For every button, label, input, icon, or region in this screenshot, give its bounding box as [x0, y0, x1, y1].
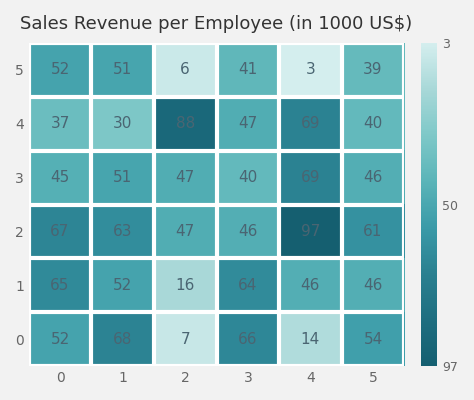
Text: 46: 46 — [301, 278, 320, 293]
Text: 41: 41 — [238, 62, 257, 77]
Text: 54: 54 — [364, 332, 383, 347]
Text: 52: 52 — [113, 278, 132, 293]
Text: 40: 40 — [364, 116, 383, 131]
Text: 47: 47 — [175, 170, 195, 185]
Text: 16: 16 — [175, 278, 195, 293]
Text: 69: 69 — [301, 116, 320, 131]
Text: 51: 51 — [113, 170, 132, 185]
Text: 47: 47 — [175, 224, 195, 239]
Text: 45: 45 — [50, 170, 70, 185]
Text: 52: 52 — [50, 62, 70, 77]
Text: 66: 66 — [238, 332, 257, 347]
Text: 64: 64 — [238, 278, 257, 293]
Text: 6: 6 — [180, 62, 190, 77]
Text: 61: 61 — [363, 224, 383, 239]
Text: 52: 52 — [50, 332, 70, 347]
Text: 51: 51 — [113, 62, 132, 77]
Text: 37: 37 — [50, 116, 70, 131]
Text: 97: 97 — [301, 224, 320, 239]
Text: 46: 46 — [238, 224, 257, 239]
Text: 69: 69 — [301, 170, 320, 185]
Text: 65: 65 — [50, 278, 70, 293]
Text: 68: 68 — [113, 332, 132, 347]
Text: 63: 63 — [113, 224, 132, 239]
Text: 14: 14 — [301, 332, 320, 347]
Text: 7: 7 — [181, 332, 190, 347]
Text: 3: 3 — [306, 62, 315, 77]
Title: Sales Revenue per Employee (in 1000 US$): Sales Revenue per Employee (in 1000 US$) — [20, 15, 413, 33]
Text: 46: 46 — [363, 170, 383, 185]
Text: 30: 30 — [113, 116, 132, 131]
Text: 40: 40 — [238, 170, 257, 185]
Text: 47: 47 — [238, 116, 257, 131]
Text: 88: 88 — [175, 116, 195, 131]
Text: 39: 39 — [363, 62, 383, 77]
Text: 67: 67 — [50, 224, 70, 239]
Text: 46: 46 — [363, 278, 383, 293]
